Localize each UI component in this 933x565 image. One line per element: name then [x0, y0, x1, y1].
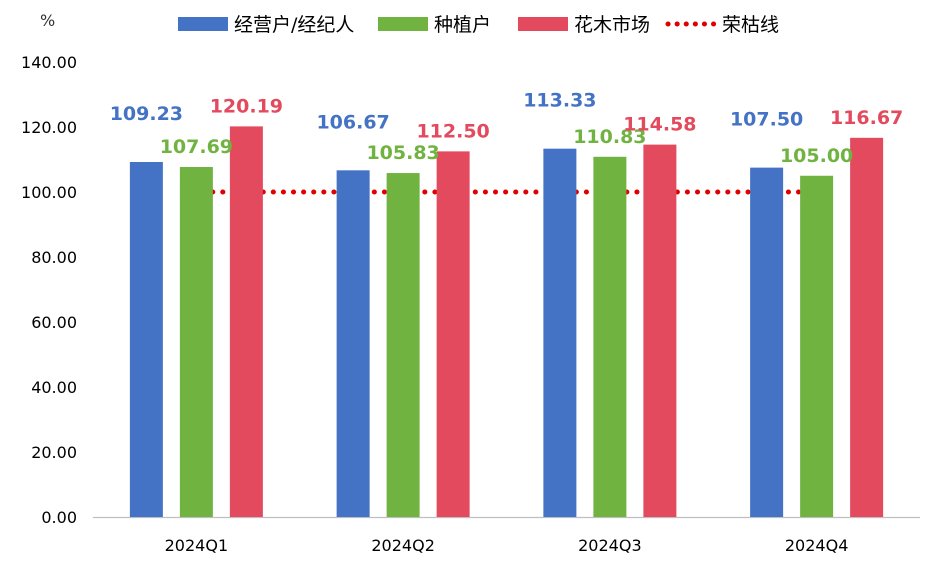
- bars-layer: [129, 126, 884, 518]
- y-axis-unit-label: %: [40, 11, 55, 30]
- bar: [850, 137, 884, 517]
- legend-label: 种植户: [434, 14, 491, 36]
- y-tick-label: 40.00: [31, 378, 77, 397]
- y-tick-label: 20.00: [31, 443, 77, 462]
- legend-swatch: [178, 17, 228, 31]
- y-tick-label: 80.00: [31, 248, 77, 267]
- legend-label: 荣枯线: [722, 14, 779, 36]
- y-tick-label: 100.00: [21, 183, 77, 202]
- bar: [336, 170, 370, 517]
- legend: 经营户/经纪人 种植户 花木市场 荣枯线: [178, 14, 779, 36]
- data-label: 120.19: [210, 95, 283, 117]
- y-tick-label: 140.00: [21, 53, 77, 72]
- bar: [750, 167, 784, 517]
- y-tick-label: 60.00: [31, 313, 77, 332]
- x-tick-label: 2024Q1: [165, 536, 229, 555]
- bar: [129, 162, 163, 517]
- legend-swatch: [378, 17, 428, 31]
- bar: [229, 126, 263, 517]
- data-label: 109.23: [110, 103, 183, 125]
- data-label: 105.83: [366, 142, 439, 164]
- bar: [179, 167, 213, 517]
- x-tick-label: 2024Q2: [371, 536, 435, 555]
- x-tick-label: 2024Q4: [785, 536, 849, 555]
- data-label: 105.00: [780, 145, 853, 167]
- axis-layer: % 0.00 20.00 40.00 60.00 80.00 100.00 120.00 140…: [21, 11, 920, 555]
- x-tick-label: 2024Q3: [578, 536, 642, 555]
- bar: [643, 144, 677, 518]
- data-label: 107.69: [160, 136, 233, 158]
- y-tick-label: 120.00: [21, 118, 77, 137]
- legend-label: 经营户/经纪人: [234, 14, 354, 36]
- legend-swatch: [518, 17, 568, 31]
- bar: [593, 156, 627, 518]
- bar: [800, 175, 834, 517]
- bar: [436, 151, 470, 517]
- data-label: 114.58: [623, 114, 696, 136]
- data-label: 107.50: [730, 109, 803, 131]
- y-tick-label: 0.00: [41, 508, 77, 527]
- data-label: 110.83: [573, 126, 646, 148]
- data-label: 116.67: [830, 107, 903, 129]
- bar: [543, 148, 577, 518]
- data-label: 106.67: [316, 111, 389, 133]
- bar: [386, 173, 420, 518]
- data-label: 113.33: [523, 90, 596, 112]
- legend-label: 花木市场: [574, 14, 650, 36]
- data-label: 112.50: [416, 120, 489, 142]
